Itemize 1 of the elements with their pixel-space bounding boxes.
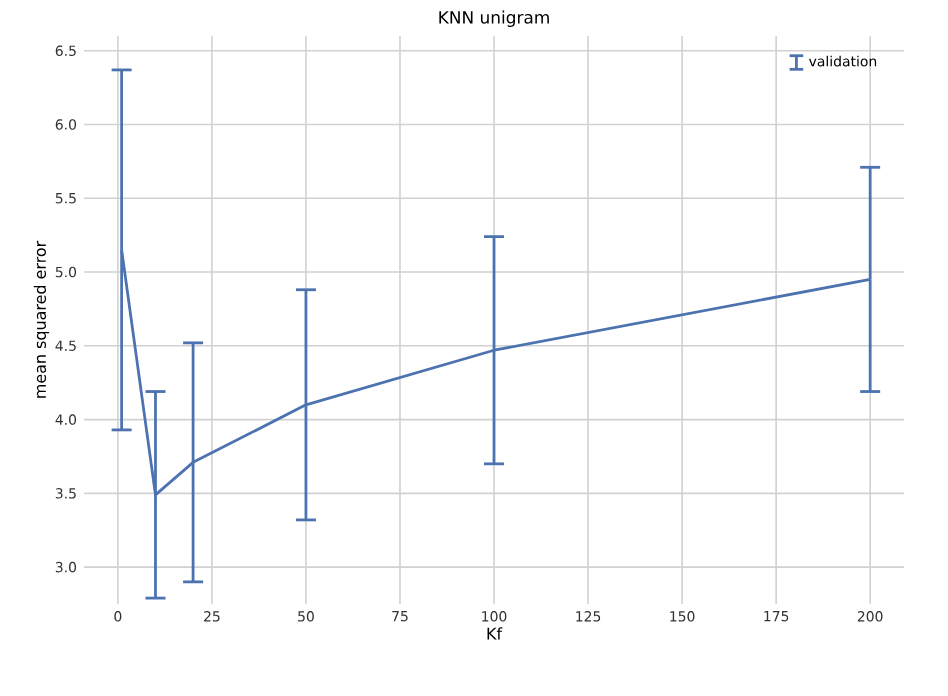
chart-title: KNN unigram <box>439 10 549 27</box>
